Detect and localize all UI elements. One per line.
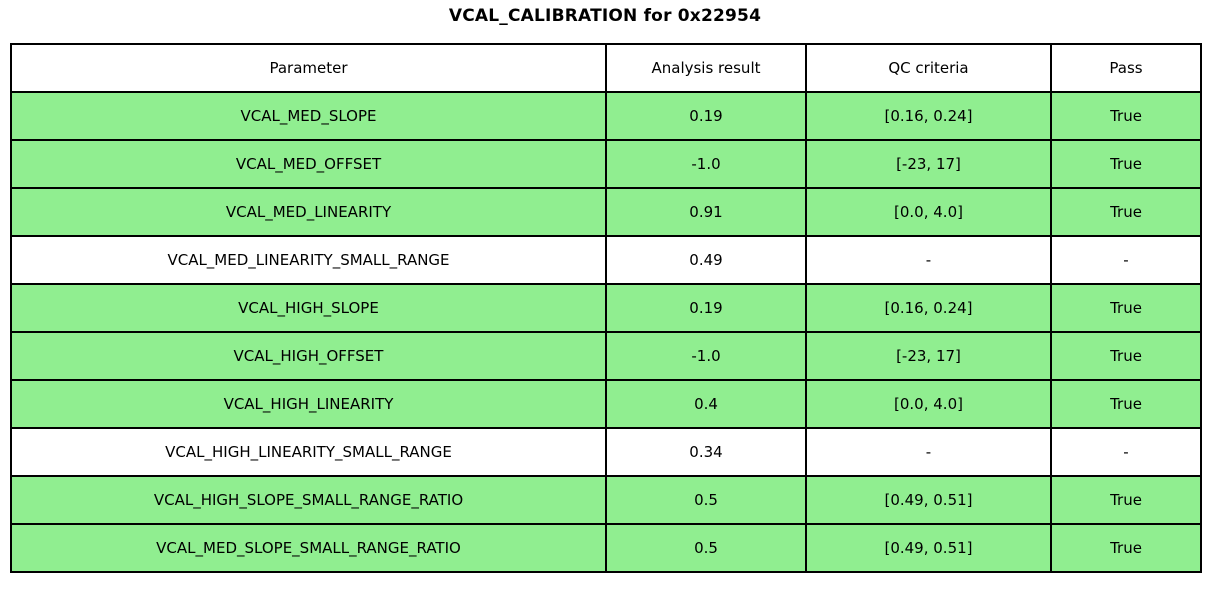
table-row: VCAL_HIGH_SLOPE 0.19 [0.16, 0.24] True	[10, 283, 1202, 333]
cell-pass: True	[1050, 91, 1202, 141]
cell-pass: -	[1050, 235, 1202, 285]
cell-analysis-result: 0.19	[605, 91, 807, 141]
cell-parameter: VCAL_MED_SLOPE	[10, 91, 607, 141]
cell-pass: True	[1050, 187, 1202, 237]
column-header-analysis-result: Analysis result	[605, 43, 807, 93]
cell-parameter: VCAL_MED_LINEARITY	[10, 187, 607, 237]
table-row: VCAL_HIGH_LINEARITY_SMALL_RANGE 0.34 - -	[10, 427, 1202, 477]
cell-analysis-result: 0.5	[605, 523, 807, 573]
cell-qc-criteria: [0.0, 4.0]	[805, 379, 1052, 429]
table-row: VCAL_MED_LINEARITY 0.91 [0.0, 4.0] True	[10, 187, 1202, 237]
cell-qc-criteria: [0.16, 0.24]	[805, 283, 1052, 333]
cell-analysis-result: 0.4	[605, 379, 807, 429]
table-row: VCAL_HIGH_LINEARITY 0.4 [0.0, 4.0] True	[10, 379, 1202, 429]
cell-pass: True	[1050, 139, 1202, 189]
qc-results-table: Parameter Analysis result QC criteria Pa…	[10, 43, 1202, 573]
cell-qc-criteria: [-23, 17]	[805, 331, 1052, 381]
cell-parameter: VCAL_HIGH_OFFSET	[10, 331, 607, 381]
table-row: VCAL_MED_LINEARITY_SMALL_RANGE 0.49 - -	[10, 235, 1202, 285]
cell-pass: True	[1050, 379, 1202, 429]
cell-pass: True	[1050, 475, 1202, 525]
cell-qc-criteria: [0.49, 0.51]	[805, 475, 1052, 525]
cell-analysis-result: 0.91	[605, 187, 807, 237]
column-header-qc-criteria: QC criteria	[805, 43, 1052, 93]
column-header-parameter: Parameter	[10, 43, 607, 93]
cell-pass: True	[1050, 331, 1202, 381]
cell-analysis-result: 0.19	[605, 283, 807, 333]
cell-parameter: VCAL_HIGH_SLOPE_SMALL_RANGE_RATIO	[10, 475, 607, 525]
table-row: VCAL_MED_SLOPE_SMALL_RANGE_RATIO 0.5 [0.…	[10, 523, 1202, 573]
column-header-pass: Pass	[1050, 43, 1202, 93]
cell-analysis-result: 0.5	[605, 475, 807, 525]
table-row: VCAL_MED_OFFSET -1.0 [-23, 17] True	[10, 139, 1202, 189]
cell-analysis-result: 0.34	[605, 427, 807, 477]
cell-parameter: VCAL_HIGH_LINEARITY	[10, 379, 607, 429]
cell-qc-criteria: [-23, 17]	[805, 139, 1052, 189]
table-row: VCAL_HIGH_SLOPE_SMALL_RANGE_RATIO 0.5 [0…	[10, 475, 1202, 525]
cell-pass: True	[1050, 523, 1202, 573]
cell-parameter: VCAL_MED_LINEARITY_SMALL_RANGE	[10, 235, 607, 285]
figure-title: VCAL_CALIBRATION for 0x22954	[448, 6, 762, 26]
table-row: VCAL_HIGH_OFFSET -1.0 [-23, 17] True	[10, 331, 1202, 381]
cell-qc-criteria: [0.16, 0.24]	[805, 91, 1052, 141]
cell-pass: True	[1050, 283, 1202, 333]
table-header-row: Parameter Analysis result QC criteria Pa…	[10, 43, 1202, 93]
cell-qc-criteria: -	[805, 235, 1052, 285]
cell-qc-criteria: [0.0, 4.0]	[805, 187, 1052, 237]
cell-parameter: VCAL_MED_OFFSET	[10, 139, 607, 189]
cell-parameter: VCAL_HIGH_LINEARITY_SMALL_RANGE	[10, 427, 607, 477]
cell-qc-criteria: [0.49, 0.51]	[805, 523, 1052, 573]
cell-parameter: VCAL_MED_SLOPE_SMALL_RANGE_RATIO	[10, 523, 607, 573]
cell-pass: -	[1050, 427, 1202, 477]
cell-analysis-result: 0.49	[605, 235, 807, 285]
cell-qc-criteria: -	[805, 427, 1052, 477]
table-row: VCAL_MED_SLOPE 0.19 [0.16, 0.24] True	[10, 91, 1202, 141]
cell-analysis-result: -1.0	[605, 139, 807, 189]
cell-parameter: VCAL_HIGH_SLOPE	[10, 283, 607, 333]
cell-analysis-result: -1.0	[605, 331, 807, 381]
